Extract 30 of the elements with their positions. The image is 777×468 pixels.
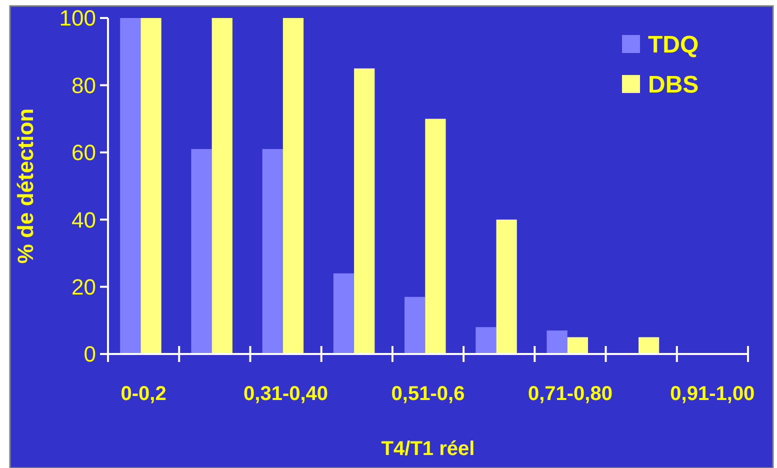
bar xyxy=(425,118,446,354)
bar xyxy=(333,273,354,354)
bar xyxy=(404,296,426,354)
bar xyxy=(567,337,588,354)
bar xyxy=(212,18,232,354)
y-tick-label: 20 xyxy=(72,274,96,300)
y-axis-title: % de détection xyxy=(13,108,38,264)
bar xyxy=(262,149,283,354)
bar xyxy=(191,149,212,354)
bar xyxy=(140,18,162,354)
y-tick-label: 60 xyxy=(72,140,96,166)
y-tick-label: 80 xyxy=(72,72,96,98)
y-tick-label: 40 xyxy=(72,207,96,232)
legend-label: TDQ xyxy=(648,31,699,58)
bar xyxy=(546,330,568,354)
x-tick-label: 0,91-1,00 xyxy=(670,383,755,405)
bar xyxy=(476,327,496,354)
bar xyxy=(354,68,375,354)
bar xyxy=(638,337,660,354)
y-tick-label: 0 xyxy=(84,342,96,367)
x-tick-label: 0,31-0,40 xyxy=(244,383,328,405)
bar xyxy=(496,220,517,354)
legend-label: DBS xyxy=(648,71,699,98)
x-tick-label: 0-0,2 xyxy=(120,383,166,405)
y-tick-label: 100 xyxy=(59,6,96,31)
bar xyxy=(120,18,141,354)
x-tick-label: 0,51-0,6 xyxy=(391,383,465,405)
x-axis-title: T4/T1 réel xyxy=(381,438,475,460)
bar xyxy=(282,18,304,354)
x-tick-label: 0,71-0,80 xyxy=(528,383,612,405)
